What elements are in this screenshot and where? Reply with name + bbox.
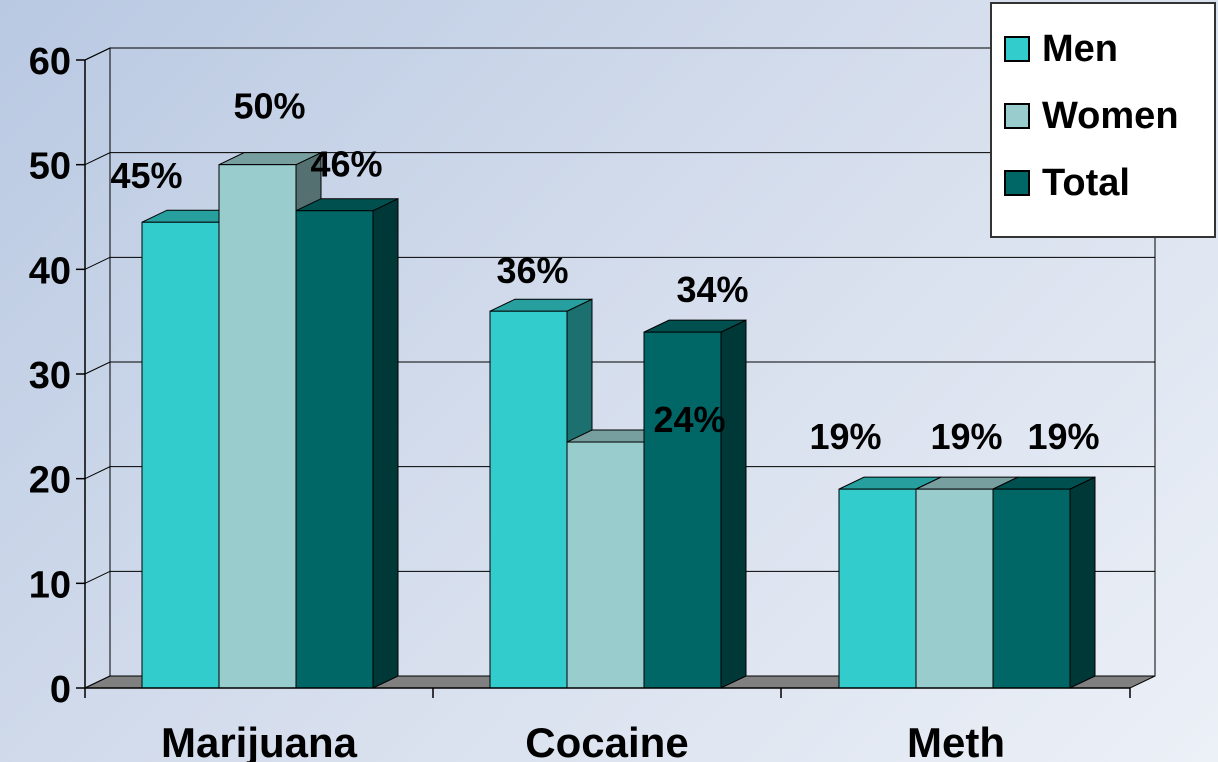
legend-label-women: Women bbox=[1042, 94, 1179, 137]
y-tick-label: 50 bbox=[29, 146, 71, 188]
y-tick-label: 40 bbox=[29, 250, 71, 292]
data-label: 36% bbox=[496, 250, 568, 291]
bar-total bbox=[992, 488, 1071, 689]
legend-label-total: Total bbox=[1042, 161, 1130, 204]
data-label: 50% bbox=[233, 86, 305, 127]
legend-item-total: Total bbox=[1004, 158, 1130, 208]
gridline bbox=[84, 152, 1155, 166]
legend-swatch-women bbox=[1004, 103, 1030, 129]
x-category-label: Cocaine bbox=[525, 719, 688, 762]
bar-side-total bbox=[1069, 476, 1096, 689]
legend-item-women: Women bbox=[1004, 91, 1179, 141]
data-label: 19% bbox=[809, 416, 881, 457]
gridline bbox=[84, 256, 1155, 270]
bar-men bbox=[141, 221, 220, 689]
data-label: 46% bbox=[310, 144, 382, 185]
legend-swatch-men bbox=[1004, 36, 1030, 62]
bar-men bbox=[838, 488, 917, 689]
bar-total bbox=[643, 331, 722, 689]
y-tick-label: 60 bbox=[29, 41, 71, 83]
gridline bbox=[84, 570, 1155, 584]
legend-item-men: Men bbox=[1004, 24, 1118, 74]
data-label: 19% bbox=[930, 416, 1002, 457]
y-tick-label: 30 bbox=[29, 355, 71, 397]
bar-women bbox=[566, 441, 645, 689]
bar-side-total bbox=[720, 319, 747, 689]
y-tick-label: 0 bbox=[50, 669, 71, 711]
data-label: 24% bbox=[653, 399, 725, 440]
bar-side-total bbox=[372, 197, 399, 689]
bar-total bbox=[295, 210, 374, 689]
data-label: 19% bbox=[1027, 416, 1099, 457]
bar-women bbox=[218, 164, 297, 689]
x-category-label: Marijuana bbox=[161, 719, 358, 762]
gridline bbox=[84, 47, 1155, 61]
y-tick-label: 20 bbox=[29, 460, 71, 502]
legend-label-men: Men bbox=[1042, 27, 1118, 70]
data-label: 34% bbox=[676, 269, 748, 310]
legend-swatch-total bbox=[1004, 170, 1030, 196]
chart-legend: Men Women Total bbox=[990, 2, 1216, 238]
y-tick-label: 10 bbox=[29, 564, 71, 606]
bar-men bbox=[489, 310, 568, 689]
gridline bbox=[84, 361, 1155, 375]
bar-women bbox=[915, 488, 994, 689]
x-category-label: Meth bbox=[907, 719, 1005, 762]
gridline bbox=[84, 466, 1155, 480]
data-label: 45% bbox=[110, 155, 182, 196]
